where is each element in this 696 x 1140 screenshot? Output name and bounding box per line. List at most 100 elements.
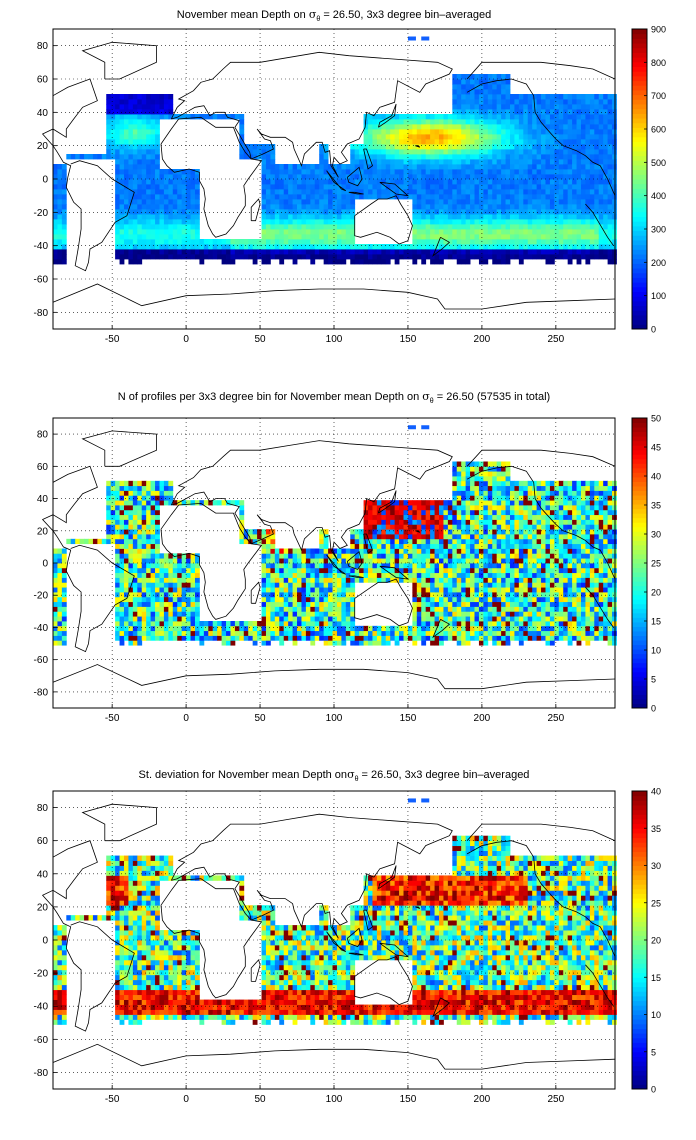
heatmap-cell: [261, 199, 267, 205]
heatmap-cell: [558, 164, 564, 170]
heatmap-cell: [439, 209, 444, 215]
heatmap-cell: [150, 563, 156, 569]
heatmap-cell: [141, 154, 147, 160]
heatmap-cell: [270, 249, 276, 255]
heatmap-cell: [141, 548, 147, 554]
heatmap-cell: [363, 154, 369, 160]
heatmap-cell: [155, 224, 160, 230]
heatmap-cell: [177, 249, 183, 255]
heatmap-cell: [297, 596, 302, 603]
heatmap-cell: [230, 249, 236, 255]
heatmap-cell: [115, 109, 120, 115]
heatmap-cell: [461, 587, 467, 593]
heatmap-cell: [421, 543, 427, 549]
heatmap-cell: [194, 114, 200, 120]
heatmap-cell: [119, 519, 125, 525]
heatmap-cell: [301, 174, 307, 180]
heatmap-cell: [492, 244, 498, 250]
heatmap-cell: [456, 606, 462, 612]
heatmap-cell: [350, 534, 356, 540]
heatmap-cell: [123, 563, 129, 569]
heatmap-cell: [119, 189, 125, 195]
heatmap-cell: [390, 635, 396, 641]
heatmap-cell: [532, 214, 538, 220]
heatmap-cell: [412, 234, 418, 240]
heatmap-cell: [128, 224, 134, 230]
grid: [53, 29, 615, 329]
heatmap-cell: [297, 174, 302, 180]
heatmap-cell: [474, 229, 480, 235]
heatmap-cell: [279, 174, 285, 180]
heatmap-cell: [332, 219, 338, 225]
heatmap-cell: [150, 229, 156, 235]
heatmap-cell: [146, 194, 152, 200]
colorbar-segment: [632, 235, 647, 241]
heatmap-cell: [350, 244, 356, 250]
heatmap-cell: [439, 214, 444, 220]
heatmap-cell: [470, 582, 475, 588]
heatmap-cell: [323, 204, 329, 210]
heatmap-cell: [492, 254, 498, 260]
heatmap-cell: [580, 174, 586, 180]
heatmap-cell: [190, 616, 196, 622]
heatmap-cell: [332, 189, 338, 195]
heatmap-cell: [368, 553, 373, 559]
heatmap-cell: [549, 109, 555, 115]
heatmap-cell: [580, 144, 586, 150]
heatmap-cell: [447, 149, 453, 155]
heatmap-cell: [265, 219, 271, 225]
heatmap-cell: [425, 184, 431, 190]
heatmap-cell: [425, 582, 431, 588]
heatmap-cell: [301, 572, 307, 578]
heatmap-cell: [465, 519, 471, 525]
heatmap-cell: [57, 239, 63, 245]
heatmap-cell: [310, 179, 316, 185]
heatmap-cell: [243, 538, 249, 545]
heatmap-cell: [496, 179, 502, 185]
heatmap-cell: [470, 485, 475, 491]
heatmap-cell: [137, 500, 143, 506]
heatmap-cell: [452, 174, 458, 180]
heatmap-cell: [194, 234, 200, 240]
heatmap-cell: [474, 567, 480, 574]
heatmap-cell: [594, 244, 600, 250]
heatmap-cell: [57, 592, 63, 598]
heatmap-cell: [412, 587, 418, 593]
heatmap-cell: [478, 129, 484, 135]
heatmap-cell: [470, 249, 475, 255]
heatmap-cell: [452, 84, 458, 90]
heatmap-cell: [137, 94, 143, 100]
colorbar-tick-label: 100: [651, 291, 666, 301]
heatmap-cell: [434, 596, 440, 603]
heatmap-cell: [372, 563, 378, 569]
heatmap-cell: [190, 596, 196, 603]
heatmap-cell: [141, 149, 147, 155]
heatmap-cell: [452, 471, 458, 477]
heatmap-cell: [265, 640, 271, 646]
heatmap-cell: [474, 109, 480, 115]
heatmap-cell: [61, 611, 67, 617]
heatmap-cell: [336, 601, 342, 607]
heatmap-cell: [447, 179, 453, 185]
heatmap-cell: [416, 204, 422, 210]
heatmap-cell: [461, 538, 467, 545]
heatmap-cell: [470, 534, 475, 540]
heatmap-cell: [350, 194, 356, 200]
heatmap-cell: [532, 114, 538, 120]
heatmap-cell: [194, 601, 200, 607]
heatmap-cell: [265, 621, 271, 627]
heatmap-cell: [368, 572, 373, 578]
heatmap-cell: [430, 159, 435, 165]
heatmap-cell: [452, 461, 458, 467]
heatmap-cell: [168, 214, 174, 220]
heatmap-cell: [310, 194, 316, 200]
colorbar-segment: [632, 286, 647, 292]
heatmap-cell: [53, 194, 58, 200]
heatmap-cell: [567, 184, 573, 190]
heatmap-cell: [439, 587, 444, 593]
heatmap-cell: [119, 159, 125, 165]
heatmap-cell: [580, 209, 586, 215]
heatmap-cell: [119, 630, 125, 636]
heatmap-cell: [554, 169, 560, 175]
heatmap-cell: [523, 149, 529, 155]
